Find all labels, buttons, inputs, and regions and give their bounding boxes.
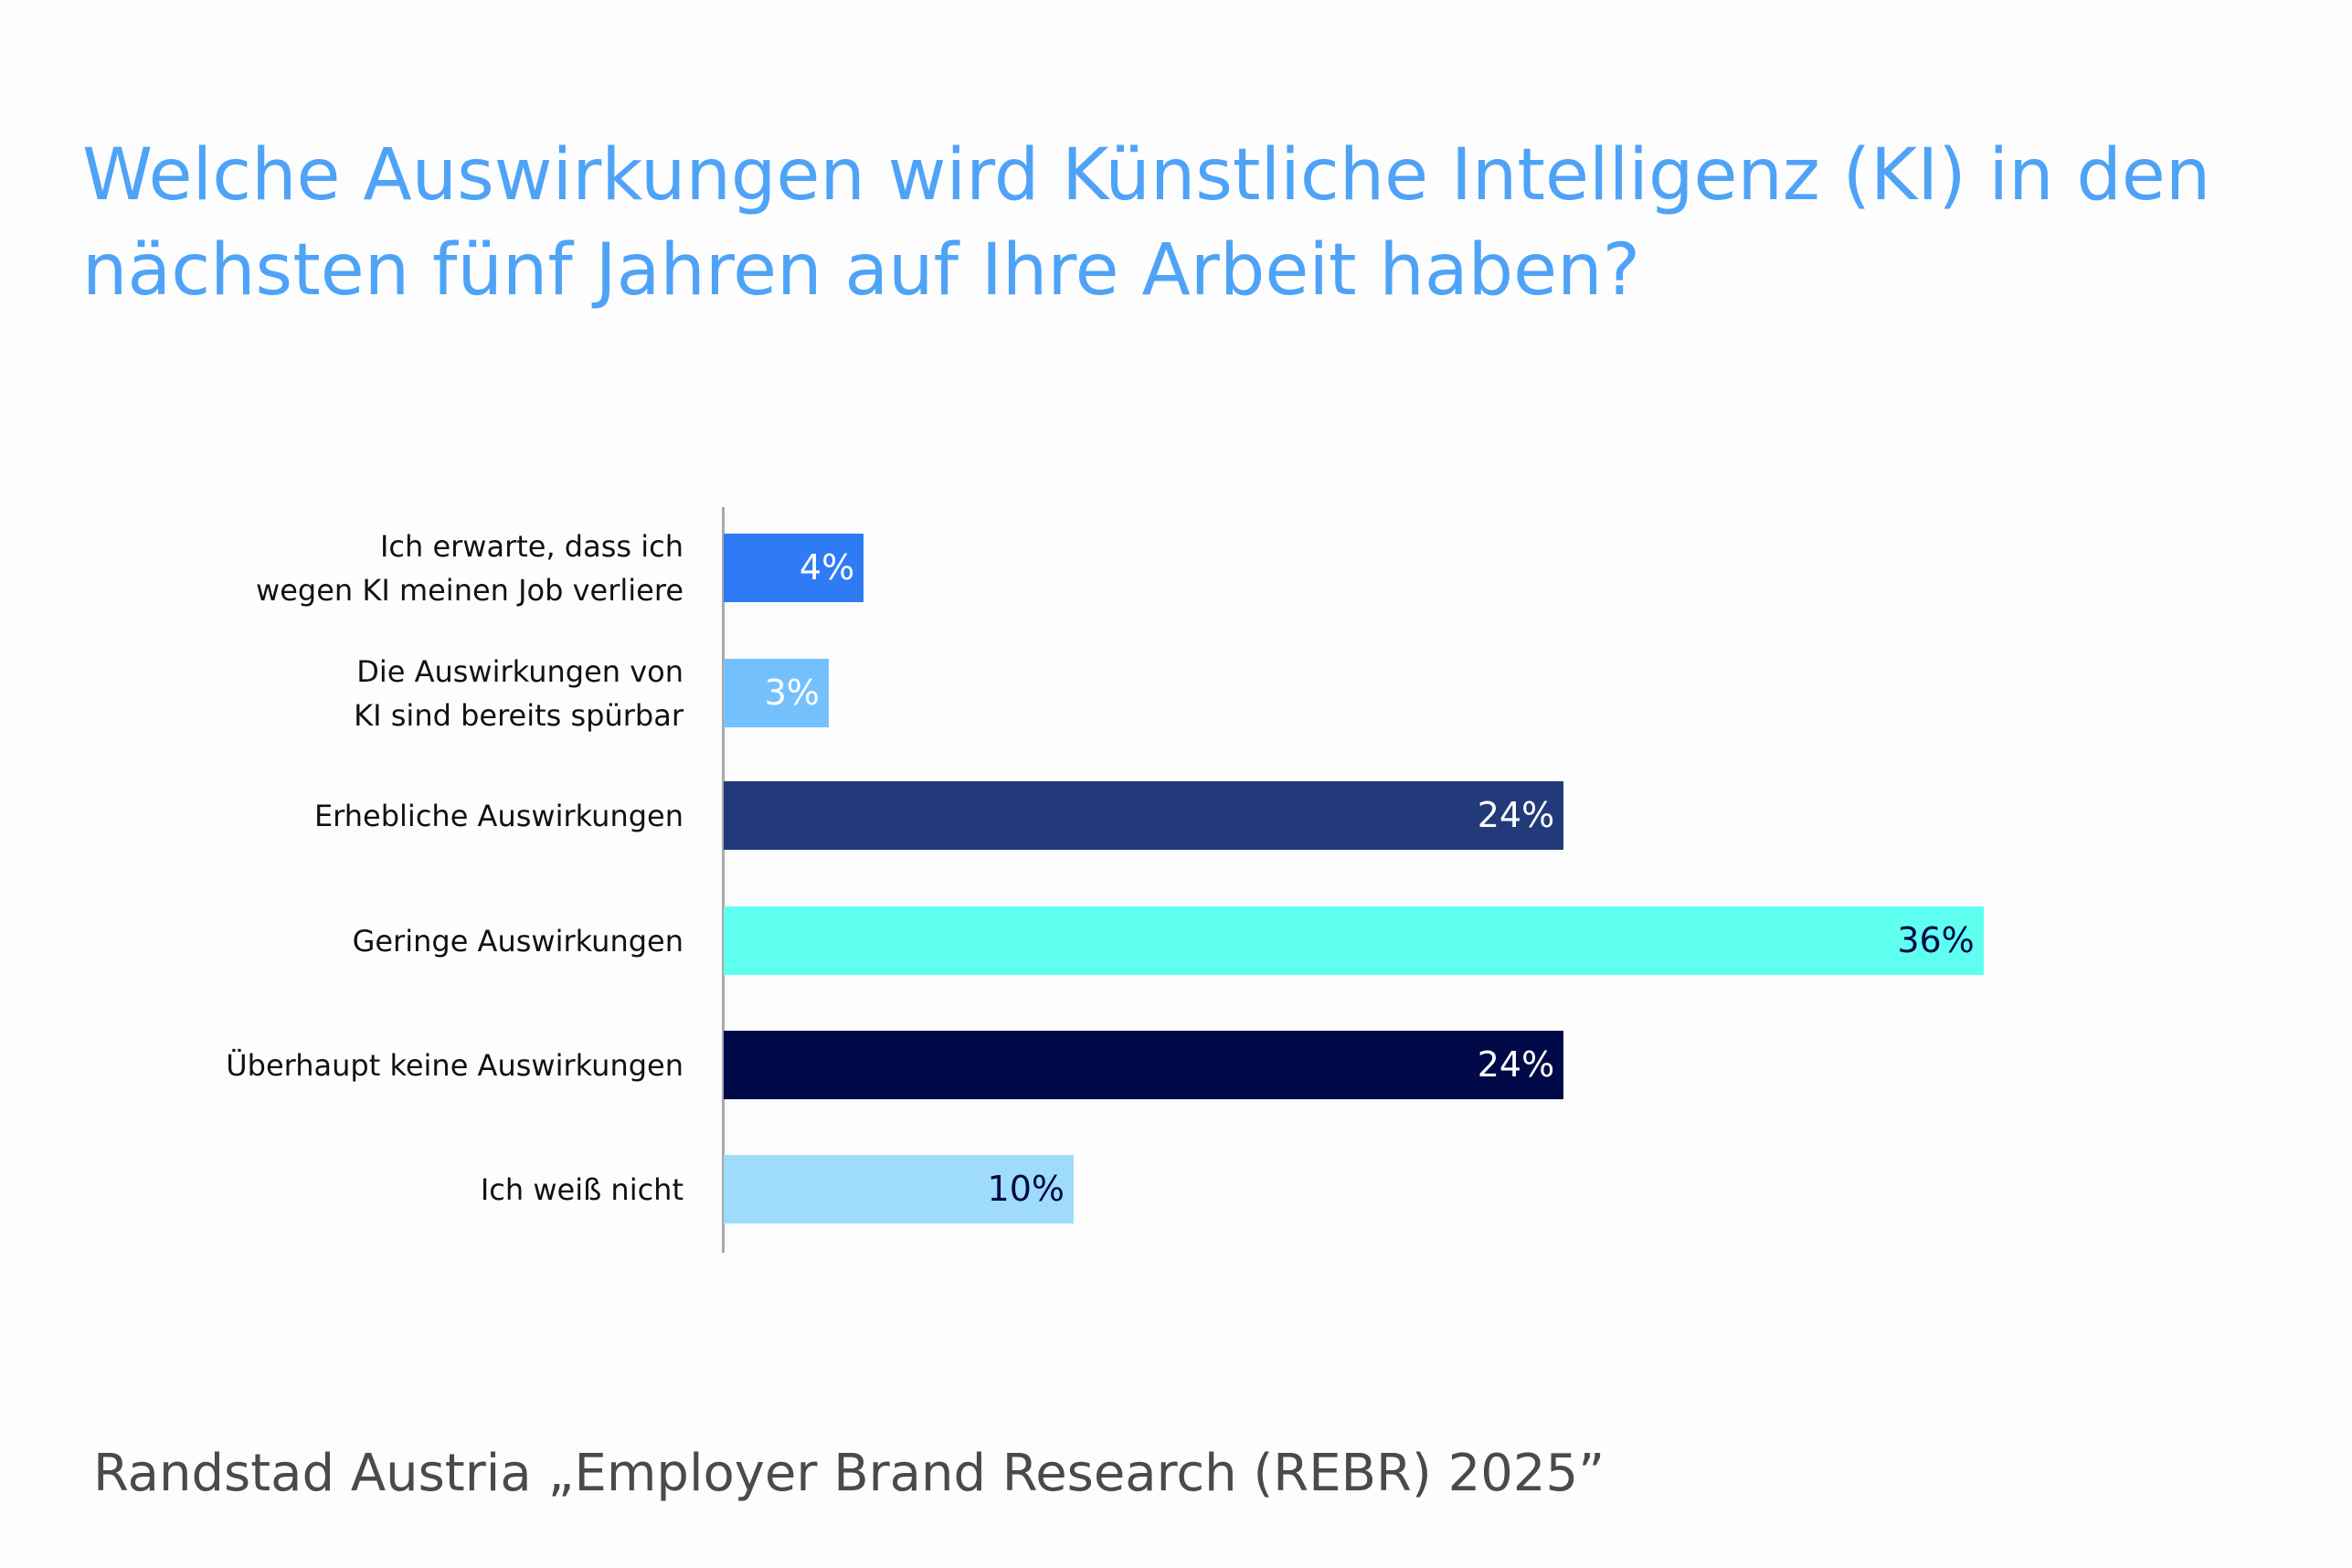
category-label-line: Die Auswirkungen von [356, 653, 683, 689]
category-label-line: Erhebliche Auswirkungen [313, 798, 683, 833]
category-label: Erhebliche Auswirkungen [44, 781, 683, 850]
bar [724, 1031, 1564, 1099]
category-label-line: Überhaupt keine Auswirkungen [226, 1047, 683, 1083]
data-label: 36% [1897, 920, 1975, 960]
chart-title: Welche Auswirkungen wird Künstliche Inte… [82, 128, 2210, 318]
bar [724, 1155, 1074, 1224]
category-label-line: Geringe Auswirkungen [352, 923, 683, 959]
category-label: Ich erwarte, dass ich wegen KI meinen Job… [44, 529, 683, 608]
category-label: Überhaupt keine Auswirkungen [44, 1031, 683, 1099]
source-footer: Randstad Austria „Employer Brand Researc… [93, 1444, 1605, 1503]
category-label: Geringe Auswirkungen [44, 906, 683, 975]
bar [724, 659, 829, 727]
category-label: Die Auswirkungen von KI sind bereits spür… [44, 654, 683, 733]
title-line: nächsten fünf Jahren auf Ihre Arbeit hab… [82, 229, 1640, 312]
bar [724, 906, 1984, 975]
category-label-line: Ich erwarte, dass ich [379, 528, 683, 564]
data-label: 24% [1477, 1044, 1555, 1085]
data-label: 24% [1477, 795, 1555, 835]
category-label: Ich weiß nicht [44, 1155, 683, 1224]
data-label: 10% [987, 1169, 1065, 1209]
data-label: 4% [799, 547, 855, 588]
bar [724, 781, 1564, 850]
category-label-line: Ich weiß nicht [480, 1171, 683, 1207]
category-label-line: KI sind bereits spürbar [354, 697, 683, 733]
title-line: Welche Auswirkungen wird Künstliche Inte… [82, 134, 2211, 217]
category-label-line: wegen KI meinen Job verliere [256, 572, 683, 608]
y-axis-line [722, 507, 725, 1253]
bar [724, 534, 864, 602]
data-label: 3% [764, 673, 820, 713]
